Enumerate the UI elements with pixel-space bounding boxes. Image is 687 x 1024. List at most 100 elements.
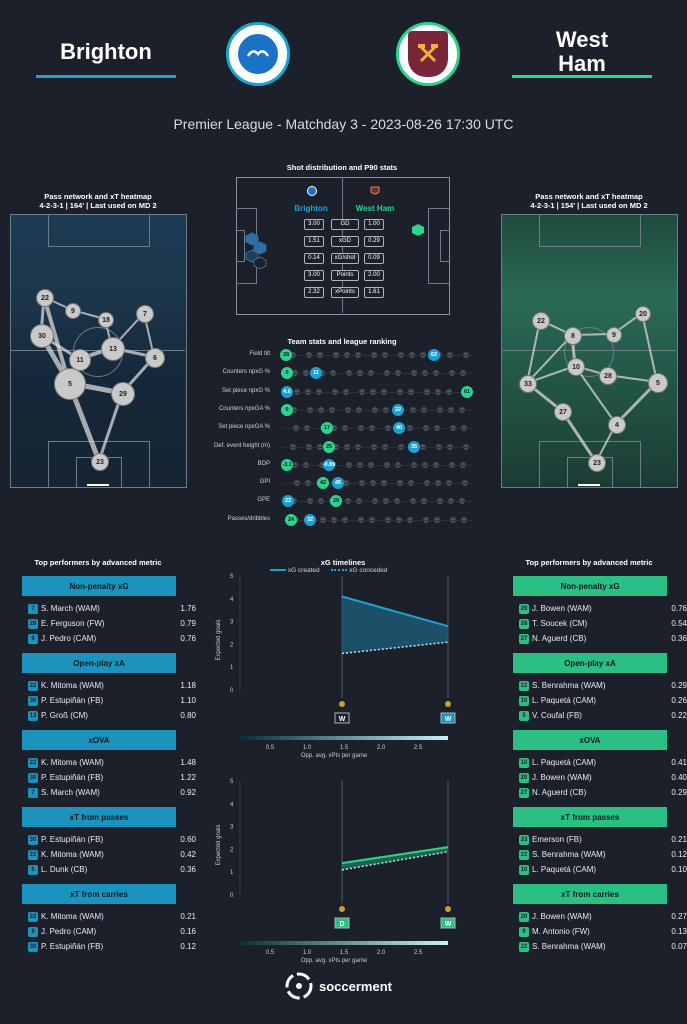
performer-row: 22 K. Mitoma (WAM) 1.48	[28, 758, 196, 770]
colorbar-tick: 2.5	[414, 745, 423, 751]
shot-home-value: 1.51	[304, 236, 324, 247]
metric-value: 0.21	[671, 835, 687, 844]
home-stat-badge: -0.89	[323, 458, 335, 471]
performer-row: 9 J. Pedro (CAM) 0.76	[28, 634, 196, 646]
player-name: J. Pedro (CAM)	[41, 927, 97, 937]
shirt-number: 33	[519, 835, 529, 845]
away-stat-badge: 42	[317, 477, 329, 490]
player-node: 9	[65, 303, 81, 319]
home-performers-title: Top performers by advanced metric	[34, 558, 162, 567]
performer-row: 13 P. Groß (CM) 0.80	[28, 711, 196, 723]
shot-hex	[245, 232, 259, 246]
player-name: P. Estupiñán (FB)	[41, 835, 104, 845]
y-tick: 5	[230, 574, 234, 580]
stat-line	[282, 391, 472, 393]
player-name: J. Bowen (WAM)	[532, 773, 592, 783]
shirt-number: 5	[28, 865, 38, 875]
home-network-formation: 4-2-3-1 | 164' | Last used on MD 2	[39, 201, 157, 210]
player-node: 22	[532, 312, 550, 330]
seagull-icon	[247, 50, 269, 57]
metric-header: Open-play xA	[22, 653, 176, 673]
result-label: W	[339, 716, 346, 723]
shot-hex	[253, 256, 267, 270]
team-stats-title: Team stats and league ranking	[287, 337, 397, 346]
player-node: 13	[101, 337, 125, 361]
y-tick: 4	[230, 597, 234, 603]
metric-value: 0.13	[671, 927, 687, 936]
away-stat-badge: 0	[281, 367, 293, 380]
performer-row: 30 P. Estupiñán (FB) 1.22	[28, 773, 196, 785]
shot-home-value: 2.32	[304, 287, 324, 298]
player-name: J. Bowen (WAM)	[532, 604, 592, 614]
player-node: 20	[635, 306, 651, 322]
y-tick: 2	[230, 847, 234, 853]
stat-line	[282, 519, 472, 521]
performer-row: 20 J. Bowen (WAM) 0.76	[519, 604, 687, 616]
stat-line	[282, 409, 472, 411]
shot-away-value: 1.61	[364, 287, 384, 298]
shirt-number: 9	[28, 927, 38, 937]
colorbar-tick: 2.5	[414, 950, 423, 956]
shot-metric-label: xPoints	[331, 287, 359, 298]
performer-row: 28 E. Ferguson (FW) 0.79	[28, 619, 196, 631]
shirt-number: 22	[28, 681, 38, 691]
player-name: T. Soucek (CM)	[532, 619, 588, 629]
performer-row: 5 V. Coufal (FB) 0.22	[519, 711, 687, 723]
shirt-number: 13	[28, 711, 38, 721]
home-stat-badge: 35	[408, 440, 420, 453]
brand-name: soccerment	[319, 978, 392, 994]
shirt-number: 20	[519, 912, 529, 922]
home-stat-badge: 62	[428, 349, 440, 361]
away-stat-badge: 29	[330, 495, 342, 508]
xg-area	[342, 596, 448, 654]
performer-row: 22 K. Mitoma (WAM) 0.42	[28, 850, 196, 862]
player-name: P. Estupiñán (FB)	[41, 696, 104, 706]
away-stat-badge: 17	[321, 422, 333, 435]
shirt-number: 22	[28, 850, 38, 860]
metric-header: xOVA	[513, 730, 667, 750]
metric-value: 1.22	[180, 773, 196, 782]
player-node: 30	[30, 324, 54, 348]
result-box	[334, 712, 350, 724]
shirt-number: 30	[28, 942, 38, 952]
metric-value: 0.10	[671, 865, 687, 874]
stat-line	[282, 355, 472, 356]
pass-link	[641, 312, 658, 383]
xg-conceded-line	[341, 850, 449, 871]
performer-row: 22 K. Mitoma (WAM) 0.21	[28, 912, 196, 924]
result-box	[334, 917, 350, 929]
shirt-number: 28	[519, 619, 529, 629]
player-node: 27	[554, 403, 572, 421]
stat-label: BDP	[257, 460, 270, 467]
player-name: J. Bowen (WAM)	[532, 912, 592, 922]
home-stat-badge: 4.6	[281, 385, 293, 398]
player-name: P. Estupiñán (FB)	[41, 773, 104, 783]
player-name: N. Aguerd (CB)	[532, 788, 587, 798]
metric-value: 0.80	[180, 711, 196, 720]
away-shot-hexes	[412, 224, 424, 236]
metric-value: 0.36	[180, 865, 196, 874]
metric-header: Non-penalty xG	[22, 576, 176, 596]
colorbar-tick: 1.5	[340, 950, 349, 956]
away-pass-network-pitch: 22 8 9 20 10 28 33 5 27 4 23	[501, 214, 678, 488]
player-node: 23	[588, 454, 606, 472]
brighton-mini-icon	[307, 186, 317, 196]
stat-line	[282, 446, 472, 448]
metric-value: 0.60	[180, 835, 196, 844]
home-team-underline	[36, 75, 176, 78]
result-label: D	[339, 921, 344, 928]
metric-header: xT from passes	[22, 807, 176, 827]
xg-created-line	[341, 846, 449, 865]
stat-line	[282, 501, 472, 503]
shot-away-value: 2.00	[364, 270, 384, 281]
y-tick: 1	[230, 870, 234, 876]
performer-row: 10 L. Paquetá (CAM) 0.10	[519, 865, 687, 877]
shirt-number: 28	[28, 619, 38, 629]
performer-row: 22 S. Benrahma (WAM) 0.07	[519, 942, 687, 954]
performer-row: 20 J. Bowen (WAM) 0.27	[519, 912, 687, 924]
metric-value: 1.48	[180, 758, 196, 767]
away-network-title: Pass network and xT heatmap	[535, 192, 643, 201]
stat-label: Set piece npxG %	[221, 387, 270, 394]
metric-value: 0.76	[671, 604, 687, 613]
player-node: 8	[564, 327, 582, 345]
